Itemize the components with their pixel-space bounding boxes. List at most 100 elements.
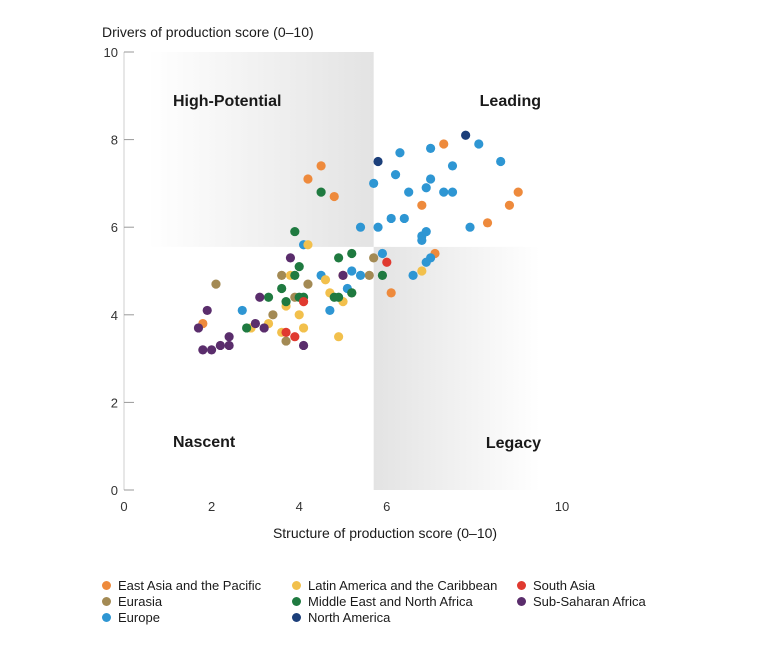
point-east-asia-and-the-pacific: [417, 200, 427, 210]
point-south-asia: [290, 332, 300, 342]
legend-item: South Asia: [517, 578, 595, 594]
point-europe: [355, 270, 366, 280]
point-south-asia: [298, 297, 309, 307]
x-tick-label: 6: [383, 499, 390, 514]
point-europe: [395, 148, 405, 158]
y-tick-label: 0: [111, 483, 118, 498]
legend-swatch: [292, 613, 301, 622]
y-tick-label: 10: [104, 45, 118, 60]
quadrant-label-bottom-right: Legacy: [486, 435, 541, 452]
point-sub-saharan-africa: [250, 318, 260, 329]
point-europe: [426, 174, 436, 184]
point-east-asia-and-the-pacific: [482, 218, 493, 228]
point-europe: [447, 187, 458, 197]
point-sub-saharan-africa: [198, 345, 208, 355]
point-south-asia: [382, 257, 392, 267]
quadrant-label-top-left: High-Potential: [173, 93, 281, 110]
point-europe: [325, 305, 335, 316]
legend-item: Latin America and the Caribbean: [292, 578, 497, 594]
point-east-asia-and-the-pacific: [386, 288, 396, 298]
legend-label: East Asia and the Pacific: [118, 578, 262, 593]
point-europe: [447, 161, 458, 171]
point-sub-saharan-africa: [224, 332, 234, 342]
legend: East Asia and the Pacific Eurasia Europe La…: [102, 578, 702, 628]
legend-swatch: [517, 581, 526, 590]
y-tick-label: 2: [111, 395, 118, 410]
point-sub-saharan-africa: [285, 253, 296, 263]
point-middle-east-and-north-africa: [334, 253, 344, 263]
point-east-asia-and-the-pacific: [316, 161, 326, 171]
point-eurasia: [277, 270, 287, 280]
x-tick-label: 2: [208, 499, 215, 514]
legend-label: South Asia: [533, 578, 596, 593]
point-middle-east-and-north-africa: [347, 288, 357, 298]
point-east-asia-and-the-pacific: [439, 139, 449, 149]
point-middle-east-and-north-africa: [277, 283, 287, 294]
legend-swatch: [102, 613, 111, 622]
point-sub-saharan-africa: [259, 323, 269, 333]
legend-item: Europe: [102, 610, 160, 626]
point-sub-saharan-africa: [224, 340, 234, 351]
point-sub-saharan-africa: [202, 305, 212, 316]
y-tick-label: 4: [111, 308, 118, 323]
point-middle-east-and-north-africa: [290, 226, 300, 237]
point-latin-america-and-the-caribbean: [320, 275, 331, 285]
legend-label: Sub-Saharan Africa: [533, 594, 646, 609]
point-europe: [386, 213, 396, 224]
legend-label: Europe: [118, 610, 160, 625]
point-middle-east-and-north-africa: [329, 292, 339, 302]
legend-item: Eurasia: [102, 594, 162, 610]
point-europe: [421, 226, 431, 237]
point-europe: [347, 266, 357, 276]
point-europe: [369, 178, 379, 188]
point-europe: [355, 222, 366, 232]
legend-swatch: [292, 581, 301, 590]
x-tick-label: 10: [555, 499, 569, 514]
point-middle-east-and-north-africa: [281, 297, 291, 307]
point-europe: [421, 257, 431, 267]
point-latin-america-and-the-caribbean: [298, 323, 309, 333]
legend-swatch: [517, 597, 526, 606]
point-sub-saharan-africa: [193, 323, 204, 333]
legend-item: Middle East and North Africa: [292, 594, 473, 610]
point-sub-saharan-africa: [255, 292, 265, 302]
point-eurasia: [281, 336, 291, 346]
point-europe: [408, 270, 418, 280]
legend-label: Eurasia: [118, 594, 163, 609]
scatter-chart: 0 2 4 6 8 10 0 2 4 6 10 High-Potential Leading Nasce…: [102, 24, 570, 541]
point-north-america: [461, 130, 471, 140]
quadrant-shade-legacy: [373, 246, 541, 490]
x-tick-label: 0: [120, 499, 127, 514]
quadrant-label-bottom-left: Nascent: [173, 434, 236, 451]
y-axis-title: Drivers of production score (0–10): [102, 24, 314, 40]
point-europe: [439, 187, 449, 197]
point-europe: [377, 248, 388, 259]
legend-label: Middle East and North Africa: [308, 594, 473, 609]
data-points: [193, 130, 523, 355]
point-europe: [474, 139, 484, 149]
point-east-asia-and-the-pacific: [303, 174, 313, 184]
point-europe: [426, 143, 436, 153]
point-eurasia: [268, 310, 278, 320]
point-middle-east-and-north-africa: [377, 270, 388, 280]
point-sub-saharan-africa: [207, 345, 217, 355]
point-east-asia-and-the-pacific: [513, 187, 523, 197]
y-tick-label: 6: [111, 220, 118, 235]
point-europe: [390, 170, 401, 180]
point-sub-saharan-africa: [298, 340, 309, 351]
point-latin-america-and-the-caribbean: [294, 310, 304, 320]
legend-label: North America: [308, 610, 391, 625]
point-latin-america-and-the-caribbean: [417, 266, 427, 276]
point-south-asia: [281, 327, 291, 337]
point-eurasia: [211, 279, 221, 289]
point-middle-east-and-north-africa: [290, 270, 300, 280]
legend-item: Sub-Saharan Africa: [517, 594, 646, 610]
point-sub-saharan-africa: [215, 340, 225, 351]
quadrant-label-top-right: Leading: [480, 93, 541, 110]
point-europe: [373, 222, 383, 232]
point-middle-east-and-north-africa: [316, 187, 326, 197]
point-sub-saharan-africa: [338, 270, 348, 280]
point-europe: [404, 187, 414, 197]
tick-labels: 0 2 4 6 8 10 0 2 4 6 10: [104, 45, 570, 514]
axes: [123, 52, 132, 491]
